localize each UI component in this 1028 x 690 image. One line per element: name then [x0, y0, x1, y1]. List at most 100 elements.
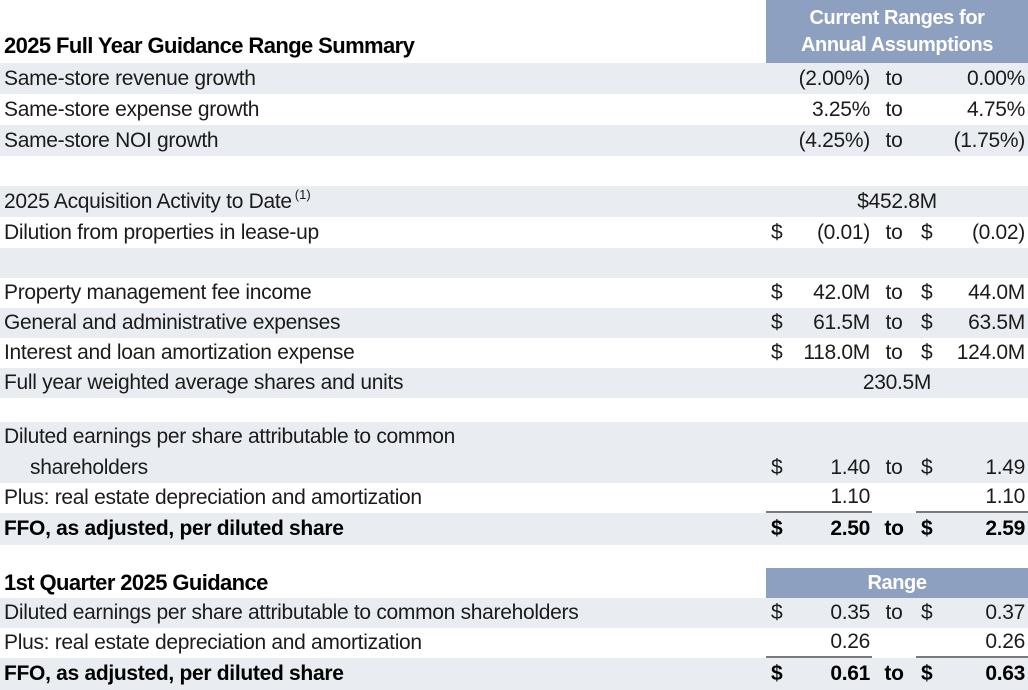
spacer-row — [0, 248, 1028, 278]
dollar-sign: $ — [771, 281, 783, 304]
dollar-sign: $ — [771, 220, 783, 244]
row-label: Same-store expense growth — [4, 97, 260, 121]
value-low: 3.25% — [811, 97, 870, 121]
spacer-row — [0, 156, 1028, 186]
to-label: to — [885, 281, 903, 304]
value-low: 118.0M — [803, 341, 870, 364]
value-high: 2.59 — [985, 517, 1025, 540]
to-label: to — [884, 517, 904, 540]
value-low: 61.5M — [813, 311, 870, 334]
value-low: 1.40 — [830, 455, 870, 479]
row-label: Plus: real estate depreciation and amort… — [4, 631, 422, 654]
spacer-row — [0, 398, 1028, 422]
to-label: to — [885, 341, 903, 364]
row-label: Dilution from properties in lease-up — [4, 220, 319, 244]
row-label: Interest and loan amortization expense — [4, 341, 355, 364]
value-high: (1.75%) — [953, 128, 1026, 152]
dollar-sign: $ — [771, 341, 783, 364]
full-year-section-header: 2025 Full Year Guidance Range Summary Cu… — [0, 0, 1028, 63]
dollar-sign — [916, 483, 940, 513]
acquisition-value: $452.8M — [857, 189, 937, 213]
to-label: to — [885, 601, 903, 624]
shares-value: 230.5M — [862, 371, 932, 394]
row-label: FFO, as adjusted, per diluted share — [4, 517, 344, 540]
dollar-sign: $ — [771, 662, 783, 685]
row-label: 2025 Acquisition Activity to Date (1) — [0, 186, 766, 217]
dollar-sign — [916, 628, 940, 658]
value-high: 44.0M — [968, 281, 1025, 304]
dollar-sign: $ — [921, 220, 933, 244]
value-high: 4.75% — [966, 97, 1025, 121]
value-high: 0.00% — [966, 66, 1025, 90]
value-high: (0.02) — [971, 220, 1025, 244]
row-label: Full year weighted average shares and un… — [4, 371, 404, 394]
row-acquisition-activity: 2025 Acquisition Activity to Date (1) $4… — [0, 186, 1028, 217]
to-label: to — [885, 220, 903, 244]
dollar-sign — [916, 63, 940, 94]
row-label: Same-store NOI growth — [4, 128, 219, 152]
dollar-sign: $ — [921, 311, 933, 334]
row-dilution-lease-up: Dilution from properties in lease-up $ (… — [0, 217, 1028, 248]
value-low: 0.26 — [788, 628, 872, 658]
value-high: 0.63 — [985, 662, 1025, 685]
to-label — [872, 628, 916, 658]
row-depreciation-full-year: Plus: real estate depreciation and amort… — [0, 483, 1028, 513]
footnote-marker: (1) — [294, 187, 311, 202]
dollar-sign — [916, 125, 940, 156]
dollar-sign — [766, 483, 788, 513]
acquisition-label: 2025 Acquisition Activity to Date — [4, 189, 292, 213]
annual-header-line1: Current Ranges for — [809, 6, 985, 29]
dollar-sign: $ — [921, 455, 933, 479]
range-column-header: Range — [766, 568, 1028, 598]
row-general-administrative-expenses: General and administrative expenses $ 61… — [0, 308, 1028, 338]
row-depreciation-q1: Plus: real estate depreciation and amort… — [0, 628, 1028, 658]
row-property-management-fee-income: Property management fee income $ 42.0M t… — [0, 278, 1028, 308]
value-low: 42.0M — [813, 281, 870, 304]
annual-assumptions-column-header: Current Ranges for Annual Assumptions — [766, 0, 1028, 63]
dollar-sign: $ — [921, 662, 933, 685]
value-low: (2.00%) — [798, 66, 871, 90]
quarter-title: 1st Quarter 2025 Guidance — [4, 570, 268, 595]
row-ffo-q1: FFO, as adjusted, per diluted share $ 0.… — [0, 658, 1028, 690]
dollar-sign — [766, 125, 788, 156]
dollar-sign: $ — [921, 601, 933, 624]
full-year-title: 2025 Full Year Guidance Range Summary — [4, 33, 415, 58]
to-label: to — [885, 455, 903, 479]
row-label-line1: Diluted earnings per share attributable … — [4, 425, 456, 448]
row-ffo-full-year: FFO, as adjusted, per diluted share $ 2.… — [0, 513, 1028, 545]
to-label — [872, 483, 916, 513]
dollar-sign — [916, 94, 940, 125]
dollar-sign — [766, 628, 788, 658]
value-low: (4.25%) — [798, 128, 871, 152]
dollar-sign: $ — [921, 517, 933, 540]
to-label: to — [884, 662, 904, 685]
row-diluted-eps-q1: Diluted earnings per share attributable … — [0, 598, 1028, 628]
row-label-line2: shareholders — [30, 455, 148, 479]
dollar-sign — [766, 94, 788, 125]
row-diluted-eps-full-year: Diluted earnings per share attributable … — [0, 422, 1028, 483]
row-label: FFO, as adjusted, per diluted share — [4, 662, 344, 685]
value-low: 0.61 — [830, 662, 870, 685]
row-label: Same-store revenue growth — [4, 66, 256, 90]
dollar-sign: $ — [771, 601, 783, 624]
dollar-sign: $ — [921, 341, 933, 364]
value-high: 0.37 — [985, 601, 1025, 624]
spacer-row — [0, 545, 1028, 568]
row-label: Property management fee income — [4, 281, 312, 304]
to-label: to — [885, 66, 903, 90]
value-high: 63.5M — [968, 311, 1025, 334]
row-interest-loan-amortization: Interest and loan amortization expense $… — [0, 338, 1028, 368]
dollar-sign — [766, 63, 788, 94]
quarter-section-header: 1st Quarter 2025 Guidance Range — [0, 568, 1028, 598]
row-weighted-average-shares: Full year weighted average shares and un… — [0, 368, 1028, 398]
value-high: 0.26 — [940, 628, 1028, 658]
value-low: 1.10 — [788, 483, 872, 513]
to-label: to — [885, 97, 903, 121]
value-high: 124.0M — [956, 341, 1026, 364]
dollar-sign: $ — [771, 455, 783, 479]
row-label: General and administrative expenses — [4, 311, 341, 334]
value-low: 0.35 — [830, 601, 870, 624]
value-low: (0.01) — [816, 220, 870, 244]
value-low: 2.50 — [830, 517, 870, 540]
